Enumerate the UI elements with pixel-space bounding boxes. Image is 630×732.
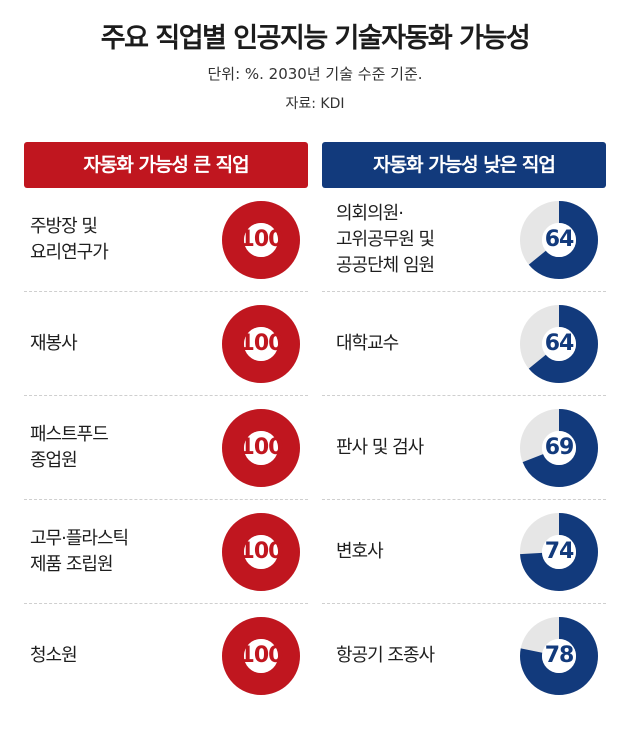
automation-donut: 100 <box>222 617 300 695</box>
occupation-row: 패스트푸드 종업원 100 <box>24 396 308 500</box>
occupation-row: 재봉사 100 <box>24 292 308 396</box>
occupation-label: 항공기 조종사 <box>336 645 435 666</box>
donut-arc <box>520 304 598 383</box>
automation-value: 64 <box>544 330 575 356</box>
donut-hole <box>542 222 576 257</box>
automation-donut: 100 <box>222 304 300 383</box>
donut-hole <box>244 222 278 257</box>
occupation-label: 변호사 <box>336 540 384 562</box>
automation-donut: 69 <box>520 408 598 487</box>
automation-value: 100 <box>239 538 284 564</box>
donut-svg <box>222 200 300 279</box>
automation-value: 69 <box>544 434 575 460</box>
occupation-row: 청소원 100 <box>24 604 308 708</box>
donut-hole <box>244 534 278 569</box>
unit-note: 단위: %. 2030년 기술 수준 기준. <box>207 65 423 83</box>
source-note: 자료: KDI <box>285 96 345 112</box>
donut-svg <box>520 408 598 487</box>
donut-hole <box>244 430 278 465</box>
occupation-row: 의회의원· 고위공무원 및 공공단체 임원 64 <box>322 188 606 292</box>
donut-arc <box>520 200 598 279</box>
occupation-label: 주방장 및 요리연구가 <box>30 215 109 263</box>
donut-svg <box>222 408 300 487</box>
occupation-label: 판사 및 검사 <box>336 436 424 458</box>
donut-svg <box>520 200 598 279</box>
high-automation-header: 자동화 가능성 큰 직업 <box>24 142 308 188</box>
low-automation-rows: 의회의원· 고위공무원 및 공공단체 임원 64 대학교수 64 판사 및 검사 69 변호… <box>322 188 606 708</box>
donut-arc <box>520 617 598 695</box>
automation-donut: 74 <box>520 512 598 591</box>
occupation-row: 판사 및 검사 69 <box>322 396 606 500</box>
donut-hole <box>542 430 576 465</box>
automation-value: 78 <box>544 643 575 668</box>
automation-donut: 100 <box>222 200 300 279</box>
donut-svg <box>520 617 598 695</box>
occupation-label: 의회의원· 고위공무원 및 공공단체 임원 <box>336 202 435 276</box>
low-automation-header: 자동화 가능성 낮은 직업 <box>322 142 606 188</box>
high-automation-rows: 주방장 및 요리연구가 100 재봉사 100 패스트푸드 종업원 100 고무·플라스틱 … <box>24 188 308 708</box>
automation-donut: 100 <box>222 512 300 591</box>
automation-value: 100 <box>239 434 284 460</box>
occupation-label: 청소원 <box>30 645 78 666</box>
occupation-label: 고무·플라스틱 제품 조립원 <box>30 527 129 575</box>
donut-hole <box>542 639 576 673</box>
occupation-row: 고무·플라스틱 제품 조립원 100 <box>24 500 308 604</box>
automation-donut: 78 <box>520 617 598 695</box>
donut-svg <box>222 617 300 695</box>
donut-arc <box>222 200 300 279</box>
donut-hole <box>244 639 278 673</box>
occupation-row: 항공기 조종사 78 <box>322 604 606 708</box>
donut-arc <box>520 512 598 591</box>
occupation-row: 변호사 74 <box>322 500 606 604</box>
donut-svg <box>520 512 598 591</box>
donut-hole <box>542 534 576 569</box>
donut-arc <box>520 408 598 487</box>
donut-hole <box>244 326 278 361</box>
donut-arc <box>222 512 300 591</box>
automation-value: 100 <box>239 330 284 356</box>
donut-arc <box>222 408 300 487</box>
donut-hole <box>542 326 576 361</box>
occupation-label: 재봉사 <box>30 332 78 354</box>
automation-donut: 64 <box>520 200 598 279</box>
automation-value: 100 <box>239 643 284 668</box>
high-automation-column: 자동화 가능성 큰 직업 주방장 및 요리연구가 100 재봉사 100 패스트푸드 종… <box>24 142 308 708</box>
automation-donut: 100 <box>222 408 300 487</box>
donut-arc <box>222 304 300 383</box>
automation-value: 64 <box>544 226 575 252</box>
donut-svg <box>222 304 300 383</box>
donut-svg <box>520 304 598 383</box>
low-automation-column: 자동화 가능성 낮은 직업 의회의원· 고위공무원 및 공공단체 임원 64 대학교… <box>322 142 606 708</box>
automation-donut: 64 <box>520 304 598 383</box>
automation-value: 74 <box>544 538 575 564</box>
occupation-row: 주방장 및 요리연구가 100 <box>24 188 308 292</box>
occupation-label: 대학교수 <box>336 332 399 354</box>
occupation-label: 패스트푸드 종업원 <box>30 423 109 471</box>
donut-svg <box>222 512 300 591</box>
automation-value: 100 <box>239 226 284 252</box>
occupation-row: 대학교수 64 <box>322 292 606 396</box>
page-title: 주요 직업별 인공지능 기술자동화 가능성 <box>100 23 531 54</box>
donut-arc <box>222 617 300 695</box>
